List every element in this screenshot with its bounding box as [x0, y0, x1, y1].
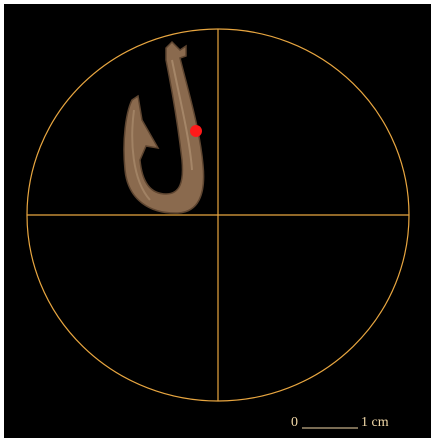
scale-bar: 0 1 cm	[291, 415, 389, 430]
scale-start-label: 0	[291, 415, 298, 430]
scale-end-label: 1 cm	[361, 415, 389, 430]
fish-hook	[123, 40, 205, 214]
marker-point	[190, 125, 202, 137]
